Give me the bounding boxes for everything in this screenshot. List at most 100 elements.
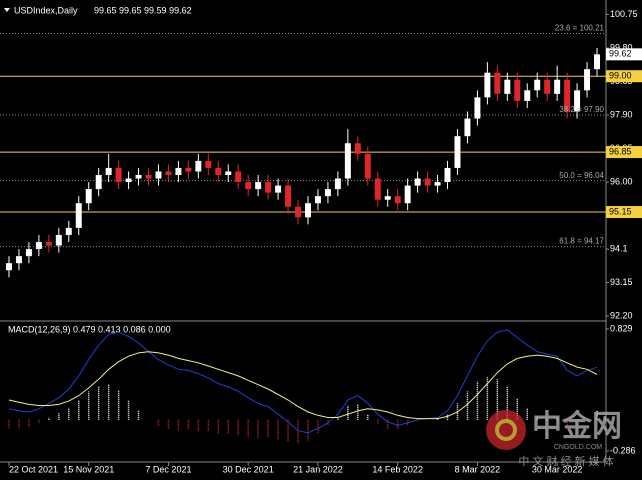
x-tick-label: 14 Feb 2022 <box>372 464 423 474</box>
y-tick-label: 97.90 <box>610 109 633 119</box>
y-tick-label: 0.829 <box>610 323 633 333</box>
level-label: 96.85 <box>609 146 632 156</box>
candle-body <box>554 79 561 94</box>
candle-body <box>574 90 581 112</box>
candle-body <box>235 171 242 183</box>
candle-body <box>304 203 311 218</box>
candles <box>5 47 601 278</box>
candle-body <box>225 171 232 175</box>
watermark-slogan: 中 文 财 经 新 媒 体 <box>518 454 613 468</box>
candle-body <box>195 160 202 172</box>
y-tick-label: 94.1 <box>610 243 628 253</box>
current-price-tag <box>606 48 642 61</box>
x-tick-label: 8 Mar 2022 <box>455 464 501 474</box>
x-tick-label: 30 Dec 2021 <box>223 464 274 474</box>
chart-title: USDIndex,Daily <box>14 5 78 15</box>
watermark-logo-ring <box>495 419 517 441</box>
y-tick-label: -0.286 <box>610 445 636 455</box>
candle-body <box>354 143 361 154</box>
y-tick-label: 100.75 <box>610 9 638 19</box>
level-label: 95.15 <box>609 206 632 216</box>
x-tick-label: 15 Nov 2021 <box>63 464 114 474</box>
y-tick-label: 93.15 <box>610 277 633 287</box>
watermark-logo <box>486 410 526 450</box>
candle-body <box>484 72 491 98</box>
candle-body <box>85 189 92 204</box>
watermark-brand: 中金网 <box>532 409 622 443</box>
candle-body <box>334 178 341 190</box>
candle-body <box>454 136 461 168</box>
candle-body <box>25 249 32 257</box>
candle-body <box>95 174 102 190</box>
candle-body <box>424 178 431 186</box>
candle-body <box>464 118 471 137</box>
candle-body <box>514 79 521 101</box>
level-tag <box>606 146 642 159</box>
candle-body <box>364 153 371 179</box>
candle-body <box>35 242 42 250</box>
candle-body <box>474 97 481 119</box>
y-tick-label: 99.80 <box>610 42 633 52</box>
candle-body <box>155 171 162 179</box>
candle-body <box>564 79 571 112</box>
candle-body <box>544 79 551 94</box>
watermark-site: CNGOLD.COM <box>554 444 602 451</box>
level-tag <box>606 70 642 83</box>
x-tick-label: 22 Oct 2021 <box>9 464 58 474</box>
y-tick-label: 92.20 <box>610 310 633 320</box>
level-label: 99.00 <box>609 71 632 81</box>
candle-body <box>524 90 531 101</box>
watermark: 中金网 CNGOLD.COM 中 文 财 经 新 媒 体 <box>486 409 622 468</box>
candle-body <box>504 79 511 94</box>
candle-body <box>75 203 82 228</box>
macd-line <box>8 329 598 434</box>
candle-body <box>394 196 401 204</box>
candle-body <box>165 171 172 175</box>
candle-body <box>265 182 272 193</box>
menu-arrow <box>4 8 10 12</box>
candle-body <box>494 72 501 94</box>
candle-body <box>105 167 112 175</box>
candle-body <box>205 160 212 168</box>
candle-body <box>314 196 321 204</box>
candle-body <box>15 256 22 264</box>
macd-title: MACD(12,26,9) 0.479 0.413 0.086 0.000 <box>8 324 171 334</box>
candle-body <box>115 167 122 183</box>
candle-body <box>584 69 591 91</box>
level-tag <box>606 206 642 219</box>
macd-line <box>8 351 598 420</box>
candle-body <box>185 167 192 172</box>
candle-body <box>65 227 72 235</box>
candle-body <box>295 206 302 218</box>
candle-body <box>215 167 222 175</box>
fib-label: 61.8 = 94.17 <box>559 237 604 246</box>
ohlc-readout: 99.65 99.65 99.59 99.62 <box>94 5 192 15</box>
candle-body <box>135 174 142 179</box>
candle-body <box>145 174 152 179</box>
histogram <box>8 376 598 444</box>
candle-body <box>444 167 451 183</box>
current-price-label: 99.62 <box>609 49 632 59</box>
fib-label: 50.0 = 96.04 <box>559 171 604 180</box>
candle-body <box>5 263 12 271</box>
candle-body <box>344 143 351 179</box>
y-tick-label: 96.00 <box>610 176 633 186</box>
candle-body <box>414 178 421 186</box>
candle-body <box>255 182 262 190</box>
candle-body <box>534 79 541 91</box>
x-tick-label: 7 Dec 2021 <box>145 464 191 474</box>
candle-body <box>384 196 391 200</box>
candle-body <box>434 182 441 186</box>
candle-body <box>594 54 601 70</box>
candle-body <box>404 185 411 204</box>
candle-body <box>125 178 132 183</box>
candle-body <box>55 234 62 246</box>
candle-body <box>275 185 282 193</box>
x-tick-label: 30 Mar 2022 <box>532 464 583 474</box>
candle-body <box>175 167 182 175</box>
candle-body <box>285 185 292 207</box>
candle-body <box>374 178 381 200</box>
fib-label: 23.6 = 100.21 <box>555 24 605 33</box>
